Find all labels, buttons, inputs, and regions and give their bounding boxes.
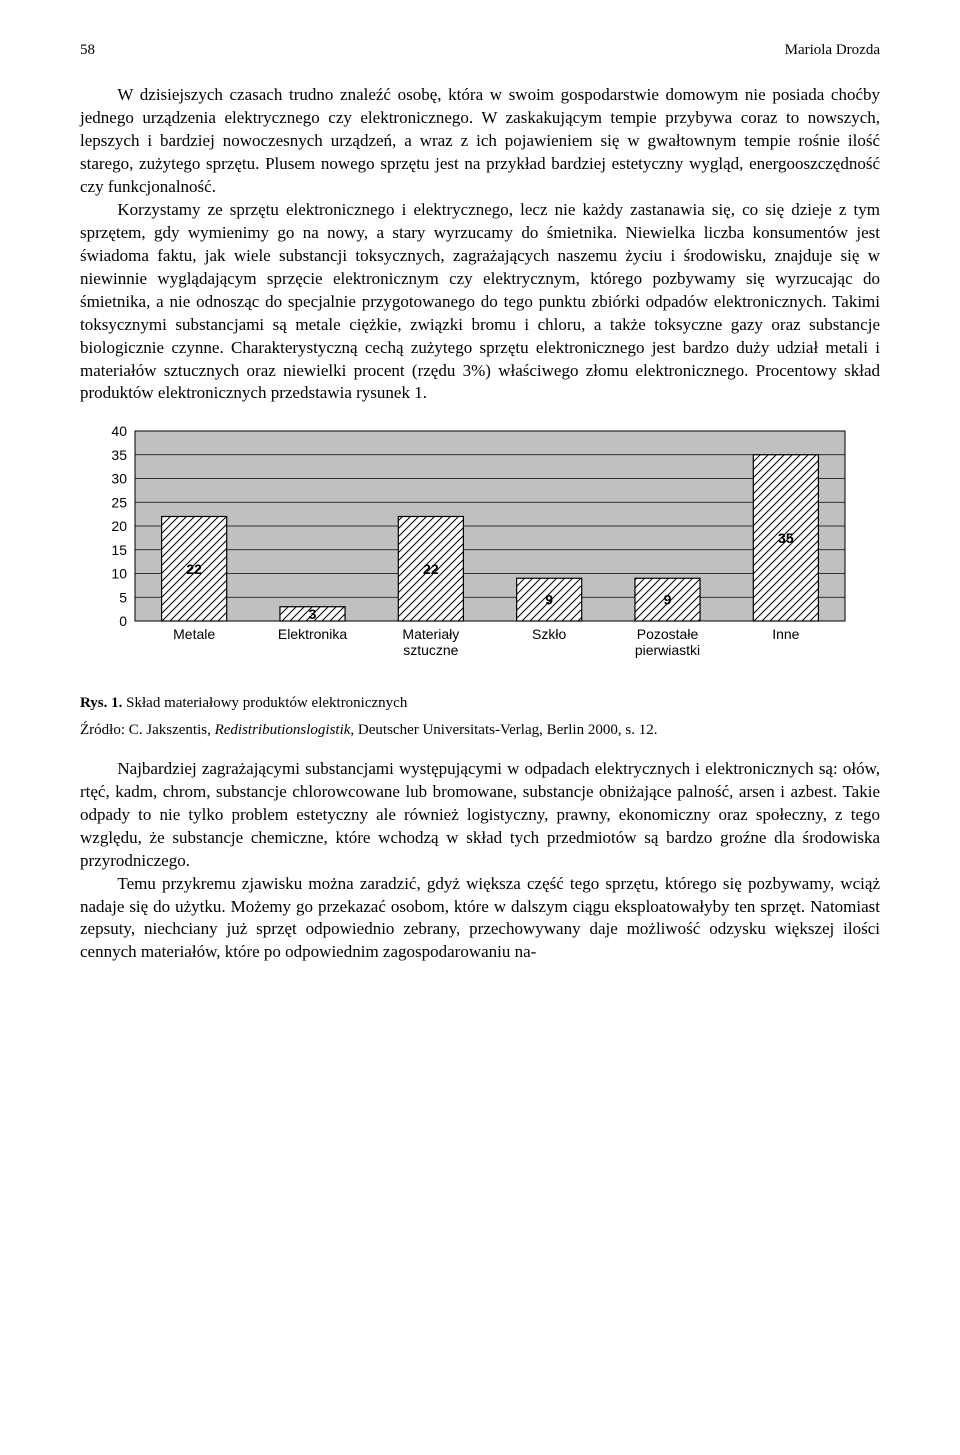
- svg-text:15: 15: [111, 542, 127, 558]
- svg-text:35: 35: [778, 530, 794, 546]
- svg-text:0: 0: [119, 613, 127, 629]
- chart-container: 0 5 10 15 20 25 30 35 40 22 3 22 9 9 35 Metale Elektroni…: [80, 423, 880, 683]
- svg-text:20: 20: [111, 518, 127, 534]
- svg-text:Metale: Metale: [173, 626, 215, 642]
- paragraph-2: Korzystamy ze sprzętu elektronicznego i …: [80, 199, 880, 405]
- svg-text:35: 35: [111, 447, 127, 463]
- svg-text:25: 25: [111, 495, 127, 511]
- svg-text:sztuczne: sztuczne: [403, 642, 458, 658]
- svg-text:Elektronika: Elektronika: [278, 626, 347, 642]
- source-suffix: , Deutscher Universitats-Verlag, Berlin …: [350, 722, 657, 738]
- figure-caption: Rys. 1. Skład materiałowy produktów elek…: [80, 693, 880, 713]
- paragraph-3: Najbardziej zagrażającymi substancjami w…: [80, 758, 880, 873]
- svg-text:Inne: Inne: [772, 626, 799, 642]
- bar-chart: 0 5 10 15 20 25 30 35 40 22 3 22 9 9 35 Metale Elektroni…: [80, 423, 860, 683]
- page-header: 58 Mariola Drozda: [80, 40, 880, 60]
- svg-text:Pozostałe: Pozostałe: [637, 626, 699, 642]
- svg-text:22: 22: [423, 561, 439, 577]
- source-prefix: Źródło: C. Jakszentis,: [80, 722, 215, 738]
- author-name: Mariola Drozda: [785, 40, 880, 60]
- svg-text:5: 5: [119, 590, 127, 606]
- figure-source: Źródło: C. Jakszentis, Redistributionslo…: [80, 720, 880, 740]
- figure-caption-text: Skład materiałowy produktów elektroniczn…: [126, 695, 407, 711]
- body-text: W dzisiejszych czasach trudno znaleźć os…: [80, 84, 880, 405]
- svg-text:30: 30: [111, 471, 127, 487]
- svg-text:Materiały: Materiały: [402, 626, 459, 642]
- svg-text:3: 3: [309, 606, 317, 622]
- paragraph-1: W dzisiejszych czasach trudno znaleźć os…: [80, 84, 880, 199]
- paragraph-4: Temu przykremu zjawisku można zaradzić, …: [80, 873, 880, 965]
- svg-text:40: 40: [111, 423, 127, 439]
- svg-text:9: 9: [545, 592, 553, 608]
- source-italic: Redistributionslogistik: [215, 722, 351, 738]
- svg-text:10: 10: [111, 566, 127, 582]
- svg-text:9: 9: [664, 592, 672, 608]
- svg-text:pierwiastki: pierwiastki: [635, 642, 700, 658]
- figure-label: Rys. 1.: [80, 695, 122, 711]
- svg-text:22: 22: [186, 561, 202, 577]
- svg-text:Szkło: Szkło: [532, 626, 566, 642]
- body-text-2: Najbardziej zagrażającymi substancjami w…: [80, 758, 880, 964]
- page-number: 58: [80, 40, 95, 60]
